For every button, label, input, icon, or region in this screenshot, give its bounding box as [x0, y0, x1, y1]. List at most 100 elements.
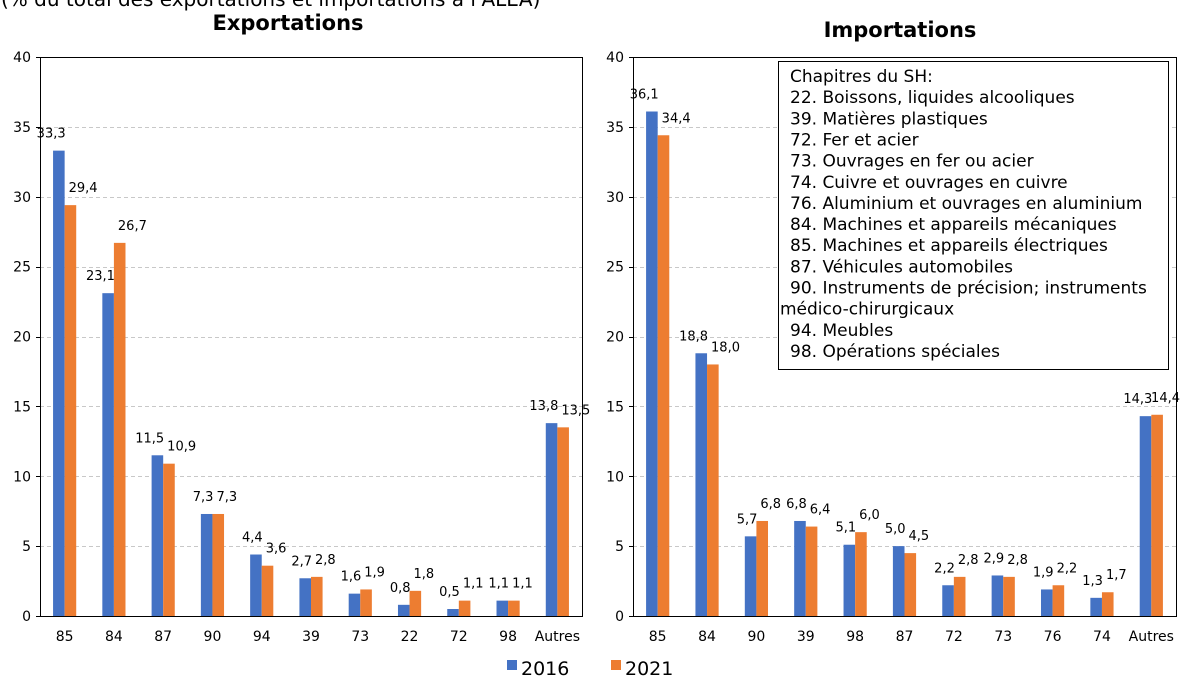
plot-frame [40, 57, 583, 617]
bar-2016 [942, 585, 954, 616]
bar-2021 [805, 526, 818, 616]
bar-2021 [855, 532, 867, 616]
data-label-2021: 2,8 [1007, 553, 1028, 568]
x-tick-label: 87 [896, 629, 914, 645]
bar-2016 [299, 578, 311, 616]
hs-chapter-39: 39. Matières plastiques [790, 109, 988, 129]
x-axis: 85 84 90 39 98 87 72 73 76 74 Autres [649, 629, 1174, 645]
hs-chapters-title: Chapitres du SH: [790, 67, 933, 87]
hs-chapter-72: 72. Fer et acier [790, 131, 919, 151]
x-tick-label: 74 [1093, 629, 1111, 645]
data-label-2016: 2,2 [934, 561, 955, 576]
x-tick-label: 76 [1044, 629, 1062, 645]
y-tick-label: 15 [13, 399, 31, 415]
bar-2021 [1052, 585, 1065, 616]
y-tick-label: 30 [606, 190, 624, 206]
data-label-2021: 1,1 [512, 577, 533, 592]
legend-label-2021: 2021 [625, 658, 673, 678]
y-tick-label: 0 [22, 609, 31, 625]
exportations-chart-title: Exportations [212, 11, 363, 35]
x-tick-label: 90 [204, 629, 222, 645]
y-tick-label: 0 [615, 609, 624, 625]
data-label-2021: 26,7 [118, 219, 147, 234]
y-axis: 0 5 10 15 20 25 30 35 40 [606, 50, 633, 625]
data-label-2021: 1,1 [463, 577, 484, 592]
y-tick-label: 35 [13, 120, 31, 136]
x-tick-label: 85 [649, 629, 667, 645]
x-tick-label: 90 [747, 629, 765, 645]
data-label-2016: 1,6 [341, 570, 362, 585]
data-label-2016: 14,3 [1123, 392, 1152, 407]
y-tick-label: 40 [13, 50, 31, 66]
bar-2016 [843, 544, 856, 616]
x-tick-label: 84 [105, 629, 123, 645]
bar-2021 [508, 600, 520, 616]
x-tick-label: 98 [846, 629, 864, 645]
hs-chapter-94: 94. Meubles [790, 321, 893, 341]
bar-2021 [953, 576, 966, 616]
data-label-2016: 1,9 [1033, 565, 1054, 580]
bar-2021 [756, 520, 769, 616]
bar-2016 [646, 111, 658, 616]
hs-chapter-74: 74. Cuivre et ouvrages en cuivre [790, 173, 1068, 193]
data-label-2021: 29,4 [69, 181, 98, 196]
data-labels: 36,134,418,818,05,76,8 6,8 6,45,16,05,0 4,5… [630, 88, 1180, 589]
hs-chapters-box: Chapitres du SH: 22. Boissons, liquides … [778, 61, 1169, 370]
data-label-2021: 4,5 [909, 529, 930, 544]
bar-2021 [1003, 576, 1015, 616]
hs-chapter-76: 76. Aluminium et ouvrages en aluminium [790, 194, 1142, 214]
data-label-2016: 4,4 [242, 531, 263, 546]
bar-2021 [311, 576, 323, 616]
data-label-2016: 11,5 [135, 431, 164, 446]
data-label-2021: 1,8 [414, 567, 435, 582]
data-label-2016: 36,1 [630, 88, 659, 103]
x-tick-label: 72 [945, 629, 963, 645]
x-tick-label: 22 [401, 629, 419, 645]
data-label-2021: 2,8 [315, 553, 336, 568]
gridlines [40, 127, 582, 547]
bar-2016 [695, 353, 708, 616]
data-label-2021: 1,9 [364, 565, 385, 580]
bar-2021 [458, 600, 471, 616]
bar-2021 [360, 589, 372, 616]
y-tick-label: 25 [13, 260, 31, 276]
y-tick-label: 25 [606, 260, 624, 276]
data-label-2021: 7,3 [216, 490, 237, 505]
bar-2016 [397, 604, 410, 616]
data-label-2021: 10,9 [167, 440, 196, 455]
data-label-2021: 6,0 [859, 508, 880, 523]
x-tick-label: 73 [351, 629, 369, 645]
bar-2021 [212, 513, 225, 616]
data-label-2021: 2,8 [958, 553, 979, 568]
x-tick-label: 98 [499, 629, 517, 645]
bar-2016 [1139, 416, 1152, 616]
data-label-2016: 2,7 [291, 554, 312, 569]
data-label-2016: 6,8 [786, 497, 807, 512]
data-label-2016: 33,3 [37, 127, 66, 142]
x-tick-label: 85 [56, 629, 74, 645]
y-tick-label: 10 [606, 469, 624, 485]
data-label-2016: 18,8 [679, 329, 708, 344]
bar-2016 [892, 546, 905, 616]
y-tick-label: 5 [615, 539, 624, 555]
bar-2021 [657, 135, 670, 616]
importations-chart: Importations 0 5 10 15 20 25 30 35 40 36,134,4 18,… [606, 18, 1180, 645]
data-label-2016: 5,1 [835, 521, 856, 536]
bar-2021 [904, 553, 917, 616]
x-tick-label: 73 [994, 629, 1012, 645]
data-label-2016: 5,0 [885, 522, 906, 537]
bar-2016 [794, 520, 806, 616]
data-label-2016: 1,3 [1082, 574, 1103, 589]
data-label-2021: 6,4 [810, 503, 831, 518]
plot-frame [633, 57, 1177, 617]
hs-chapter-90: 90. Instruments de précision; instrument… [790, 279, 1147, 299]
data-label-2016: 2,9 [984, 551, 1005, 566]
data-label-2021: 6,8 [760, 497, 781, 512]
data-label-2016: 1,1 [488, 577, 509, 592]
bar-2016 [1090, 597, 1102, 616]
data-label-2016: 13,8 [529, 399, 558, 414]
bar-2021 [409, 590, 422, 616]
hs-chapter-90-continued: médico-chirurgicaux [780, 300, 954, 320]
y-tick-label: 5 [22, 539, 31, 555]
